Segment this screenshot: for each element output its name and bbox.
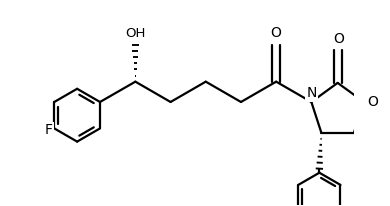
Text: N: N	[306, 86, 317, 100]
Text: F: F	[44, 123, 52, 137]
Text: O: O	[367, 95, 378, 109]
Text: O: O	[271, 26, 282, 40]
Text: OH: OH	[125, 27, 145, 40]
Text: O: O	[333, 32, 344, 46]
